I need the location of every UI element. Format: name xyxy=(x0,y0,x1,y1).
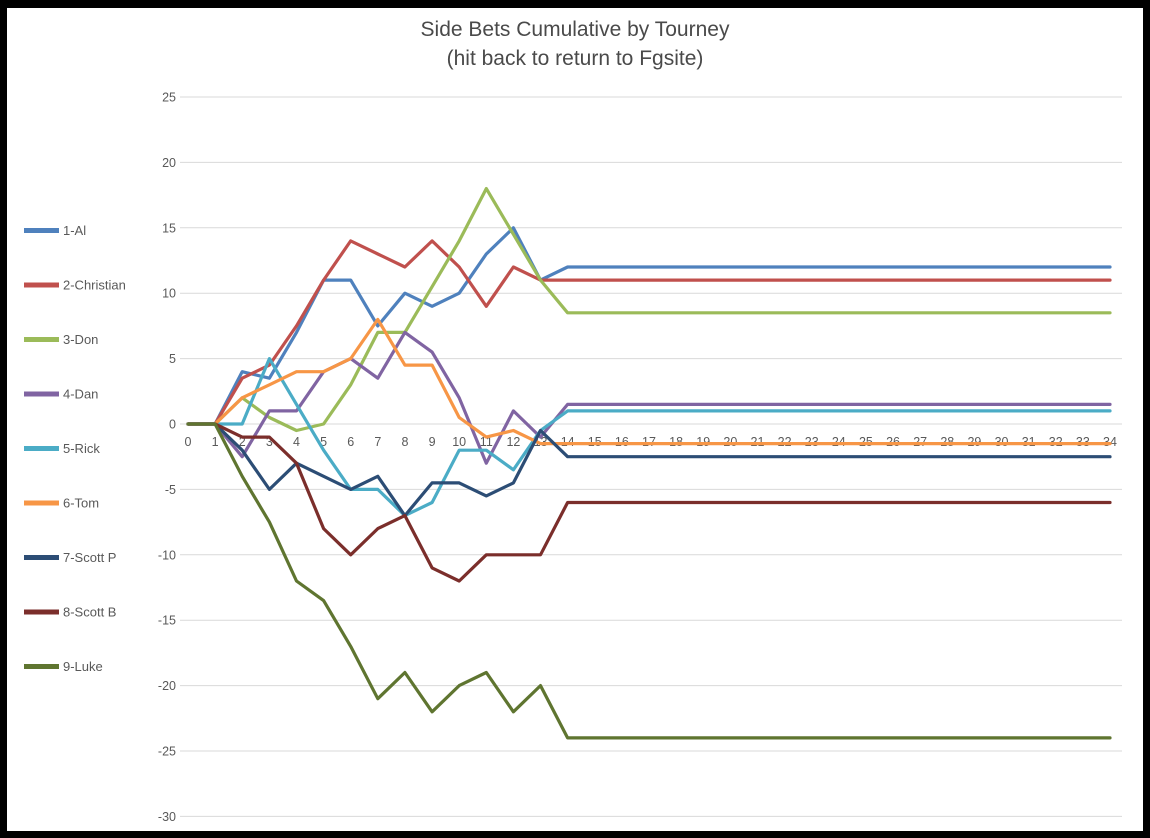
legend-item-2-Christian[interactable]: 2-Christian xyxy=(24,278,126,293)
legend: 1-Al 2-Christian 3-Don 4-Dan 5-Rick 6-Tom 7-Sc… xyxy=(24,223,126,674)
legend-label-2-Christian: 2-Christian xyxy=(63,278,126,293)
series-line-9-Luke[interactable] xyxy=(186,422,1112,740)
legend-item-4-Dan[interactable]: 4-Dan xyxy=(24,387,98,402)
y-tick-label-25: 25 xyxy=(162,91,176,105)
chart-subtitle: (hit back to return to Fgsite) xyxy=(446,47,704,70)
gridlines xyxy=(180,96,1122,817)
y-tick-label--20: -20 xyxy=(158,679,176,693)
y-tick-label-5: 5 xyxy=(169,352,176,366)
y-tick-label-20: 20 xyxy=(162,156,176,170)
legend-label-9-Luke: 9-Luke xyxy=(63,659,103,674)
x-tick-label-11: 11 xyxy=(480,435,493,449)
series-line-1-Al[interactable] xyxy=(186,226,1112,426)
x-tick-label-1: 1 xyxy=(212,435,219,449)
legend-label-5-Rick: 5-Rick xyxy=(63,441,100,456)
y-tick-label--15: -15 xyxy=(158,614,176,628)
x-tick-label-9: 9 xyxy=(429,435,436,449)
y-tick-label--25: -25 xyxy=(158,745,176,759)
legend-item-9-Luke[interactable]: 9-Luke xyxy=(24,659,103,674)
legend-label-7-Scott P: 7-Scott P xyxy=(63,550,116,565)
legend-label-4-Dan: 4-Dan xyxy=(63,387,98,402)
legend-label-1-Al: 1-Al xyxy=(63,223,86,238)
legend-item-7-Scott P[interactable]: 7-Scott P xyxy=(24,550,116,565)
y-tick-label-0: 0 xyxy=(169,418,176,432)
y-tick-label-10: 10 xyxy=(162,287,176,301)
series-line-2-Christian[interactable] xyxy=(186,239,1112,426)
y-tick-label-15: 15 xyxy=(162,221,176,235)
plot-series xyxy=(186,187,1112,740)
x-tick-label-3: 3 xyxy=(266,435,273,449)
x-tick-label-10: 10 xyxy=(452,435,466,449)
legend-item-8-Scott B[interactable]: 8-Scott B xyxy=(24,605,116,620)
x-tick-label-12: 12 xyxy=(506,435,520,449)
series-line-6-Tom[interactable] xyxy=(186,317,1112,446)
chart-canvas: Side Bets Cumulative by Tourney (hit bac… xyxy=(7,8,1143,831)
legend-label-6-Tom: 6-Tom xyxy=(63,496,99,511)
legend-item-6-Tom[interactable]: 6-Tom xyxy=(24,496,99,511)
legend-label-8-Scott B: 8-Scott B xyxy=(63,605,116,620)
x-tick-label-0: 0 xyxy=(185,435,192,449)
y-tick-label--5: -5 xyxy=(165,483,176,497)
chart-title: Side Bets Cumulative by Tourney xyxy=(420,18,730,41)
x-tick-label-4: 4 xyxy=(293,435,300,449)
series-line-5-Rick[interactable] xyxy=(186,357,1112,518)
x-tick-label-6: 6 xyxy=(347,435,354,449)
x-tick-label-5: 5 xyxy=(320,435,327,449)
chart-title-block: Side Bets Cumulative by Tourney (hit bac… xyxy=(7,18,1143,71)
legend-label-3-Don: 3-Don xyxy=(63,332,98,347)
legend-item-1-Al[interactable]: 1-Al xyxy=(24,223,86,238)
series-line-3-Don[interactable] xyxy=(186,187,1112,433)
y-tick-label--30: -30 xyxy=(158,810,176,824)
y-axis-labels: -30 -25 -20 -15 -10 -5 0 5 10 15 20 25 xyxy=(158,91,176,824)
series-line-7-Scott P[interactable] xyxy=(186,422,1112,518)
legend-item-5-Rick[interactable]: 5-Rick xyxy=(24,441,100,456)
y-tick-label--10: -10 xyxy=(158,548,176,562)
series-line-8-Scott B[interactable] xyxy=(186,422,1112,583)
x-tick-label-8: 8 xyxy=(401,435,408,449)
legend-item-3-Don[interactable]: 3-Don xyxy=(24,332,98,347)
x-tick-label-2: 2 xyxy=(239,435,246,449)
x-tick-label-7: 7 xyxy=(374,435,381,449)
x-tick-label-34: 34 xyxy=(1103,435,1117,449)
